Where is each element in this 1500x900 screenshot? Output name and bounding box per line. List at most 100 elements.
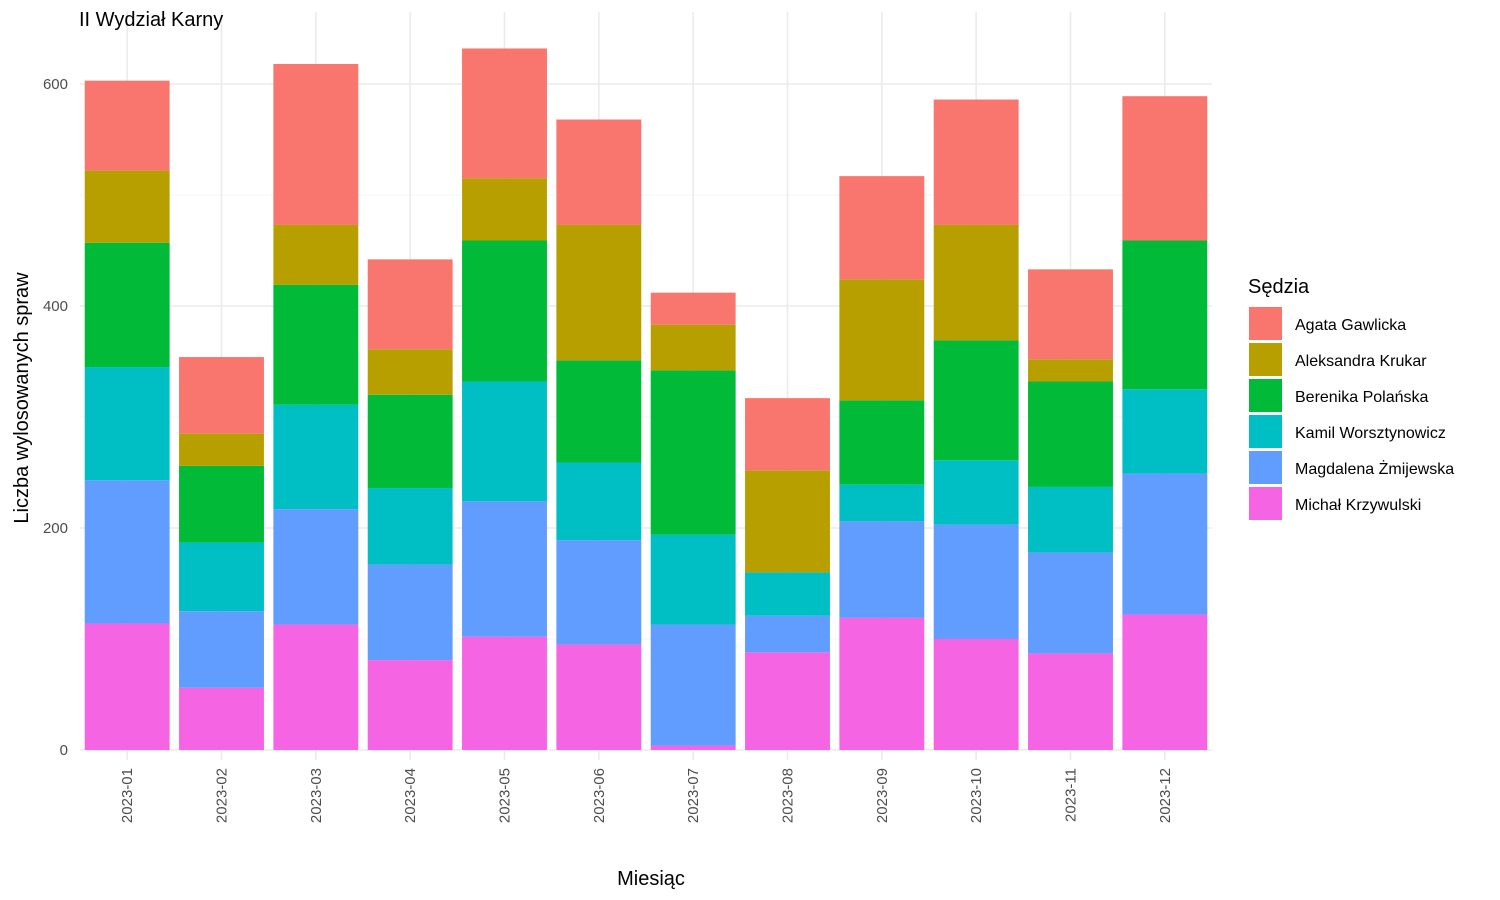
bar-segment [650,624,736,746]
legend-label: Agata Gawlicka [1295,317,1406,334]
bar-segment [839,279,925,401]
bar-segment [179,433,264,466]
bar-segment [462,240,547,382]
legend-swatch [1249,379,1282,412]
bar-segment [1028,381,1113,487]
bar-segment [462,636,547,750]
bar-segment [1122,614,1208,750]
bar-segment [933,524,1019,639]
bar-segment [273,224,359,285]
bar-segment [367,660,453,750]
bar-segment [933,460,1019,525]
bar-segment [84,242,170,368]
bar-segment [839,400,925,485]
x-tick-label: 2023-03 [308,768,325,823]
x-tick-label: 2023-12 [1157,768,1174,823]
x-tick-label: 2023-11 [1063,768,1080,822]
legend-label: Berenika Polańska [1295,389,1429,406]
bar-segment [745,652,830,750]
bar-segment [650,534,736,625]
bar-segment [179,611,264,688]
bar-segment [556,224,642,361]
bar-segment [462,381,547,502]
x-axis-ticks: 2023-01 2023-02 2023-03 2023-04 2023-05 2023-… [119,768,1174,823]
bar-segment [745,572,830,616]
bar-segment [556,540,642,645]
bar-segment [556,462,642,541]
bar-segment [179,542,264,612]
bar-segment [839,176,925,280]
bar-segment [273,284,359,405]
bar-segment [745,470,830,573]
legend: Sędzia Agata Gawlicka Aleksandra Krukar Be… [1248,276,1454,520]
bar-segment [462,501,547,637]
bar-segment [84,367,170,481]
bar-segment [1028,486,1113,553]
legend-swatch [1249,343,1282,376]
bar-segment [1028,653,1113,750]
bar-segment [650,745,736,750]
bar-segment [556,119,642,225]
bars [84,48,1208,750]
bar-segment [462,178,547,241]
legend-swatch [1249,487,1282,520]
x-tick-label: 2023-04 [402,768,419,823]
bar-segment [84,480,170,624]
legend-label: Magdalena Żmijewska [1295,459,1454,478]
x-tick-label: 2023-01 [119,768,136,823]
bar-segment [179,465,264,543]
y-axis-title: Liczba wylosowanych spraw [11,272,33,524]
bar-segment [745,615,830,653]
bar-segment [367,488,453,565]
legend-title: Sędzia [1248,276,1310,298]
bar-segment [367,564,453,661]
bar-segment [839,521,925,618]
bar-segment [367,394,453,489]
bar-segment [650,292,736,325]
legend-swatch [1249,307,1282,340]
bar-segment [462,48,547,179]
bar-segment [933,224,1019,341]
x-axis-title: Miesiąc [617,868,685,890]
bar-segment [273,624,359,750]
x-tick-label: 2023-10 [968,768,985,823]
bar-segment [1028,552,1113,654]
bar-segment [839,617,925,750]
bar-segment [84,170,170,243]
bar-segment [1122,240,1208,390]
x-tick-label: 2023-02 [214,768,231,823]
y-tick-label: 600 [43,76,68,93]
bar-segment [650,370,736,535]
legend-label: Aleksandra Krukar [1295,353,1427,370]
y-tick-label: 400 [43,298,68,315]
x-tick-label: 2023-09 [874,768,891,823]
bar-segment [273,404,359,510]
bar-segment [273,509,359,625]
legend-label: Michał Krzywulski [1295,497,1421,514]
bar-segment [367,259,453,350]
bar-segment [556,360,642,463]
bar-segment [84,623,170,750]
bar-segment [273,64,359,225]
x-tick-label: 2023-06 [591,768,608,823]
bar-segment [1122,473,1208,615]
bar-segment [367,349,453,395]
bar-segment [556,644,642,750]
bar-segment [745,398,830,471]
y-tick-label: 200 [43,520,68,537]
legend-label: Kamil Worsztynowicz [1295,425,1446,442]
legend-swatch [1249,451,1282,484]
bar-segment [1122,389,1208,474]
bar-segment [933,639,1019,750]
bar-segment [933,340,1019,461]
x-tick-label: 2023-05 [497,768,514,823]
bar-segment [839,484,925,522]
bar-segment [179,687,264,750]
chart-title: II Wydział Karny [79,9,223,31]
x-tick-label: 2023-08 [780,768,797,823]
legend-swatch [1249,415,1282,448]
bar-segment [179,357,264,434]
bar-segment [1028,269,1113,360]
